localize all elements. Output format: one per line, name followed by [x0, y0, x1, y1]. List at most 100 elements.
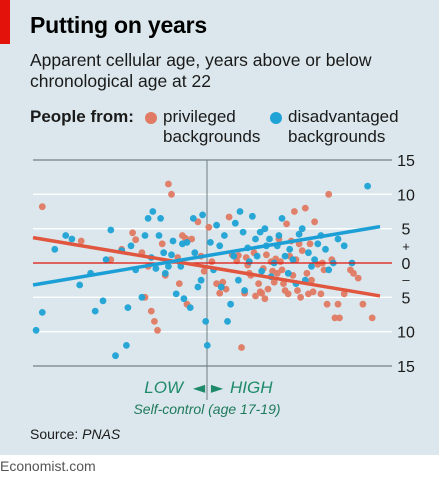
point-disadvantaged [191, 249, 199, 257]
point-privileged [154, 326, 161, 334]
point-disadvantaged [311, 256, 318, 263]
point-disadvantaged [216, 242, 224, 250]
point-disadvantaged [239, 228, 247, 236]
y-tick-label: 0 [402, 256, 411, 273]
point-privileged [188, 235, 196, 243]
legend-lead: People from: [30, 107, 134, 126]
point-privileged [306, 240, 314, 248]
point-disadvantaged [281, 252, 289, 260]
point-privileged [311, 218, 318, 226]
point-disadvantaged [157, 215, 165, 222]
legend-label-privileged-line2: backgrounds [163, 127, 261, 146]
point-disadvantaged [295, 230, 303, 238]
point-privileged [165, 180, 172, 188]
point-privileged [225, 213, 233, 221]
point-privileged [264, 285, 272, 293]
point-privileged [252, 292, 259, 300]
point-privileged [320, 266, 328, 274]
brand-footer: Economist.com [0, 458, 96, 474]
point-disadvantaged [217, 283, 225, 291]
y-tick-label: 15 [397, 359, 415, 376]
point-disadvantaged [314, 240, 322, 248]
point-disadvantaged [322, 245, 329, 253]
source-prefix: Source: [30, 426, 83, 442]
point-disadvantaged [325, 266, 333, 274]
point-disadvantaged [138, 293, 146, 301]
point-disadvantaged [169, 237, 177, 245]
scatter-chart: 15 10 5 0 5 10 15 + – LOW ◄ ► HIGH Self-control (age … [32, 153, 415, 417]
point-disadvantaged [224, 318, 231, 325]
source-note: Source: PNAS [30, 426, 120, 442]
point-disadvantaged [177, 263, 185, 270]
point-privileged [368, 314, 376, 322]
point-privileged [278, 266, 286, 274]
point-disadvantaged [189, 215, 197, 222]
point-privileged [297, 293, 304, 301]
point-privileged [350, 269, 357, 277]
point-privileged [132, 236, 140, 244]
point-disadvantaged [289, 256, 297, 263]
source-name: PNAS [82, 426, 121, 442]
point-privileged [309, 288, 317, 296]
point-disadvantaged [76, 281, 84, 289]
point-disadvantaged [340, 242, 348, 250]
point-disadvantaged [172, 290, 180, 298]
point-privileged [263, 251, 270, 259]
point-privileged [200, 267, 208, 275]
legend-marker-privileged [145, 112, 157, 124]
point-privileged [283, 220, 290, 228]
point-privileged [258, 289, 266, 297]
point-disadvantaged [249, 212, 256, 220]
point-privileged [168, 190, 175, 198]
point-disadvantaged [231, 219, 239, 227]
y-tick-label: 5 [402, 222, 411, 239]
point-disadvantaged [207, 239, 214, 246]
point-privileged [270, 278, 278, 286]
point-disadvantaged [102, 256, 110, 263]
point-disadvantaged [275, 232, 283, 239]
point-privileged [216, 289, 224, 297]
trend-line-privileged [32, 235, 381, 298]
x-axis-label: Self-control (age 17-19) [133, 401, 280, 417]
point-disadvantaged [266, 235, 273, 243]
point-disadvantaged [161, 269, 169, 277]
point-disadvantaged [199, 211, 207, 219]
point-disadvantaged [123, 342, 130, 349]
point-disadvantaged [235, 276, 242, 284]
point-privileged [354, 274, 362, 282]
point-disadvantaged [298, 225, 306, 233]
y-plus-sign: + [402, 239, 410, 254]
point-privileged [280, 280, 287, 287]
point-privileged [340, 290, 348, 298]
legend-label-disadvantaged: disadvantaged backgrounds [288, 107, 399, 147]
chart-subtitle: Apparent cellular age, years above or be… [30, 50, 372, 91]
point-disadvantaged [245, 258, 253, 265]
point-disadvantaged [141, 232, 149, 239]
point-disadvantaged [62, 232, 70, 239]
point-disadvantaged [236, 208, 244, 215]
point-privileged [294, 287, 301, 294]
point-disadvantaged [68, 235, 76, 243]
point-privileged [213, 280, 221, 287]
point-disadvantaged [194, 283, 202, 291]
point-disadvantaged [221, 232, 228, 239]
point-disadvantaged [256, 228, 264, 236]
point-privileged [334, 300, 342, 308]
point-disadvantaged [183, 239, 191, 246]
point-disadvantaged [152, 265, 160, 272]
point-disadvantaged [127, 242, 135, 250]
y-tick-label: 10 [397, 187, 415, 204]
point-disadvantaged [253, 252, 261, 260]
point-privileged [273, 269, 281, 277]
y-tick-label: 15 [397, 153, 415, 170]
point-privileged [107, 256, 115, 263]
x-low-label: LOW [144, 378, 185, 397]
legend-marker-disadvantaged [270, 112, 282, 124]
point-disadvantaged [32, 326, 40, 334]
point-disadvantaged [284, 269, 292, 277]
point-privileged [284, 290, 292, 298]
point-disadvantaged [112, 352, 119, 360]
point-privileged [205, 223, 213, 231]
point-privileged [129, 229, 137, 237]
point-privileged [158, 240, 166, 248]
